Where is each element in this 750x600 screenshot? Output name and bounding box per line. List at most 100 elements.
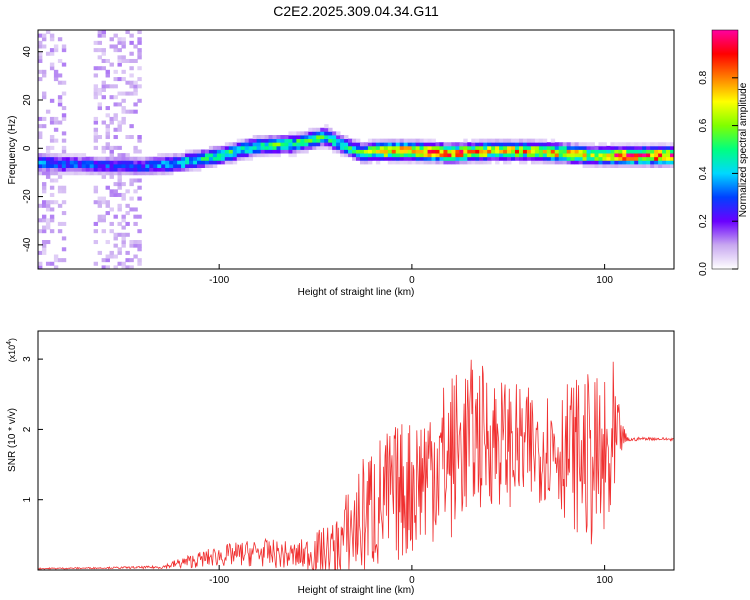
heatmap-cell — [73, 156, 79, 161]
heatmap-cell — [49, 229, 55, 234]
heatmap-cell — [240, 145, 246, 150]
heatmap-cell — [121, 153, 126, 158]
colorbar-tick-label: 0.2 — [698, 214, 709, 228]
heatmap-cell — [272, 153, 277, 158]
heatmap-cell — [129, 66, 134, 71]
heatmap-cell — [129, 163, 134, 168]
heatmap-cell — [530, 156, 536, 161]
heatmap-cell — [582, 153, 587, 158]
heatmap-cell — [197, 160, 202, 165]
heatmap-cell — [399, 138, 405, 143]
heatmap-cell — [479, 149, 484, 154]
heatmap-cell — [109, 171, 114, 176]
heatmap-cell — [610, 145, 615, 150]
heatmap-cell — [93, 145, 99, 150]
heatmap-cell — [582, 163, 587, 168]
heatmap-cell — [451, 142, 456, 147]
heatmap-cell — [53, 171, 59, 176]
heatmap-cell — [89, 160, 95, 165]
heatmap-cell — [359, 160, 365, 165]
heatmap-cell — [117, 156, 122, 161]
heatmap-cell — [455, 145, 460, 150]
heatmap-cell — [57, 189, 63, 194]
heatmap-cell — [622, 149, 627, 154]
heatmap-cell — [526, 153, 532, 158]
heatmap-cell — [121, 214, 126, 219]
heatmap-cell — [634, 160, 639, 165]
heatmap-cell — [165, 171, 170, 176]
heatmap-cell — [538, 145, 544, 150]
heatmap-cell — [662, 156, 667, 161]
heatmap-cell — [264, 153, 269, 158]
heatmap-cell — [41, 33, 47, 38]
heatmap-cell — [503, 142, 508, 147]
heatmap-cell — [117, 174, 122, 179]
heatmap-cell — [177, 167, 182, 172]
heatmap-cell — [41, 189, 47, 194]
heatmap-cell — [268, 138, 273, 143]
heatmap-cell — [137, 48, 142, 53]
colorbar-tick-label: 0.8 — [698, 70, 709, 84]
heatmap-cell — [236, 153, 242, 158]
heatmap-cell — [129, 167, 134, 172]
heatmap-cell — [554, 160, 560, 165]
heatmap-cell — [252, 135, 258, 140]
heatmap-cell — [61, 138, 67, 143]
heatmap-cell — [57, 229, 63, 234]
heatmap-cell — [518, 160, 524, 165]
colorbar-tick-label: 0.4 — [698, 166, 709, 180]
heatmap-cell — [117, 124, 122, 129]
heatmap-cell — [57, 167, 63, 172]
heatmap-cell — [109, 44, 114, 49]
heatmap-cell — [479, 160, 484, 165]
heatmap-cell — [495, 138, 500, 143]
heatmap-cell — [582, 156, 587, 161]
heatmap-cell — [41, 73, 47, 78]
heatmap-cell — [562, 149, 568, 154]
heatmap-cell — [642, 156, 647, 161]
heatmap-cell — [137, 171, 142, 176]
heatmap-cell — [117, 120, 122, 125]
heatmap-cell — [41, 240, 47, 245]
heatmap-cell — [165, 163, 170, 168]
colorbar-tick-label: 0.6 — [698, 118, 709, 132]
heatmap-cell — [252, 149, 258, 154]
heatmap-cell — [634, 145, 639, 150]
heatmap-cell — [189, 163, 194, 168]
heatmap-cell — [53, 160, 59, 165]
heatmap-cell — [137, 163, 142, 168]
heatmap-cell — [344, 153, 349, 158]
heatmap-cell — [403, 160, 409, 165]
heatmap-cell — [101, 58, 106, 63]
heatmap-cell — [407, 156, 413, 161]
heatmap-cell — [73, 160, 79, 165]
heatmap-cell — [618, 156, 623, 161]
heatmap-cell — [566, 153, 572, 158]
heatmap-cell — [228, 153, 234, 158]
heatmap-cell — [546, 145, 552, 150]
heatmap-cell — [137, 178, 142, 183]
heatmap-cell — [332, 131, 337, 136]
heatmap-cell — [228, 156, 234, 161]
heatmap-cell — [626, 163, 631, 168]
heatmap-cell — [530, 153, 536, 158]
heatmap-cell — [93, 73, 99, 78]
heatmap-cell — [113, 69, 118, 74]
heatmap-cell — [169, 163, 174, 168]
heatmap-cell — [602, 145, 607, 150]
heatmap-cell — [594, 163, 599, 168]
heatmap-cell — [101, 80, 106, 85]
heatmap-cell — [328, 131, 333, 136]
heatmap-cell — [638, 153, 643, 158]
heatmap-cell — [204, 149, 210, 154]
heatmap-cell — [240, 156, 246, 161]
heatmap-cell — [121, 55, 126, 60]
heatmap-cell — [53, 167, 59, 172]
heatmap-cell — [133, 91, 138, 96]
heatmap-cell — [41, 124, 47, 129]
heatmap-cell — [534, 149, 540, 154]
heatmap-cell — [479, 145, 484, 150]
heatmap-cell — [57, 153, 63, 158]
heatmap-cell — [642, 145, 647, 150]
heatmap-cell — [654, 145, 659, 150]
